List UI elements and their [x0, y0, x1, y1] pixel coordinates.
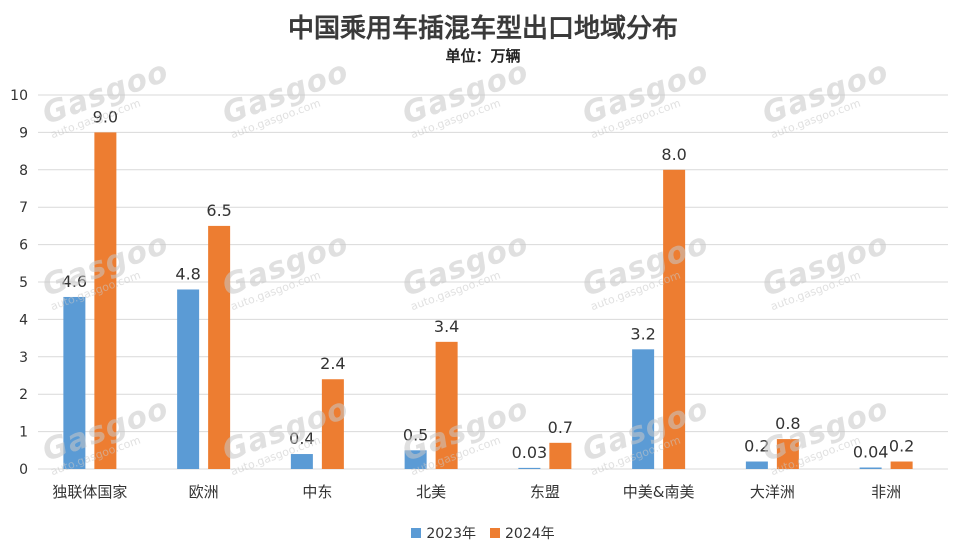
bar-2024 — [321, 379, 344, 469]
data-label: 3.4 — [434, 317, 459, 336]
data-label: 0.04 — [853, 443, 889, 462]
legend-swatch-2023 — [411, 528, 422, 538]
data-label: 0.7 — [548, 418, 573, 437]
x-tick-label: 北美 — [416, 483, 446, 501]
bar-2024 — [890, 461, 913, 469]
data-label: 0.5 — [403, 425, 428, 444]
x-tick-label: 中东 — [302, 483, 332, 501]
bar-2023 — [177, 289, 200, 469]
bar-2024 — [549, 442, 572, 469]
data-label: 4.6 — [62, 272, 87, 291]
data-label: 0.2 — [744, 437, 769, 456]
y-tick-label: 2 — [19, 387, 28, 403]
bar-2023 — [404, 450, 427, 469]
legend: 2023年 2024年 — [0, 523, 966, 543]
data-label: 0.03 — [512, 443, 548, 462]
y-tick-label: 3 — [19, 350, 28, 366]
x-tick-label: 独联体国家 — [52, 483, 127, 501]
bar-2024 — [663, 169, 686, 470]
y-tick-label: 0 — [19, 462, 28, 478]
data-label: 8.0 — [661, 145, 686, 164]
x-tick-label: 中美&南美 — [623, 483, 695, 501]
bar-2023 — [745, 461, 768, 469]
bar-2023 — [859, 467, 882, 469]
chart-title: 中国乘用车插混车型出口地域分布 — [287, 14, 678, 44]
data-label: 2.4 — [320, 354, 345, 373]
bar-2024 — [94, 132, 117, 469]
x-tick-label: 欧洲 — [189, 483, 219, 501]
x-tick-label: 大洋洲 — [750, 483, 795, 501]
data-label: 0.2 — [889, 437, 914, 456]
bar-2023 — [518, 467, 541, 469]
legend-label-2024: 2024年 — [505, 526, 555, 542]
chart-subtitle: 单位：万辆 — [445, 47, 521, 65]
bar-2024 — [208, 225, 231, 469]
legend-label-2023: 2023年 — [426, 526, 476, 542]
y-tick-label: 7 — [19, 200, 28, 216]
y-tick-label: 1 — [19, 425, 28, 441]
y-tick-label: 4 — [19, 312, 28, 328]
y-tick-label: 8 — [19, 163, 28, 179]
bar-2023 — [290, 454, 313, 469]
legend-item-2023: 2023年 — [411, 523, 476, 543]
data-label: 3.2 — [630, 324, 655, 343]
bar-2023 — [63, 296, 86, 469]
x-tick-label: 东盟 — [530, 483, 560, 501]
y-tick-label: 10 — [10, 88, 28, 104]
bar-chart: 0 1 2 3 4 5 6 7 8 9 10 4.6 9.0 独联体国家 4.8 6.5 欧洲 0.4 2.4 中东 0… — [10, 88, 948, 501]
bar-2024 — [776, 439, 799, 469]
bar-2023 — [632, 349, 655, 469]
y-tick-label: 9 — [19, 125, 28, 141]
bar-2024 — [435, 341, 458, 469]
y-tick-label: 6 — [19, 238, 28, 254]
data-label: 6.5 — [206, 201, 231, 220]
y-tick-label: 5 — [19, 275, 28, 291]
data-label: 0.4 — [289, 429, 314, 448]
data-label: 9.0 — [93, 107, 118, 126]
legend-swatch-2024 — [490, 528, 500, 538]
legend-item-2024: 2024年 — [490, 523, 555, 543]
x-tick-label: 非洲 — [871, 483, 901, 501]
data-label: 0.8 — [775, 414, 800, 433]
data-label: 4.8 — [175, 264, 200, 283]
